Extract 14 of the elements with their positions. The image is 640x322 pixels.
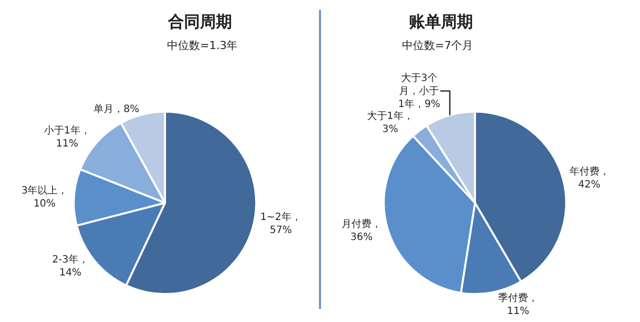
- slice-label: 大于1年， 3%: [366, 110, 414, 136]
- slice-label: 单月，8%: [93, 102, 140, 115]
- chart-title: 合同周期: [167, 12, 232, 31]
- slice-label: 季付费， 11%: [498, 292, 538, 318]
- slice-label: 小于1年， 11%: [44, 124, 90, 150]
- slice-label: 3年以上， 10%: [21, 184, 68, 210]
- chart-title: 账单周期: [408, 12, 473, 31]
- chart-subtitle: 中位数=7个月: [402, 39, 474, 52]
- slice-label: 2-3年， 14%: [52, 254, 88, 279]
- slice-label: 年付费， 42%: [569, 166, 610, 191]
- slice-label: 1~2年， 57%: [260, 210, 302, 236]
- slice-label: 月付费， 36%: [342, 218, 382, 243]
- slice-label: 大于3个月，小于1年，9%: [398, 72, 440, 110]
- chart-subtitle: 中位数=1.3年: [167, 39, 238, 52]
